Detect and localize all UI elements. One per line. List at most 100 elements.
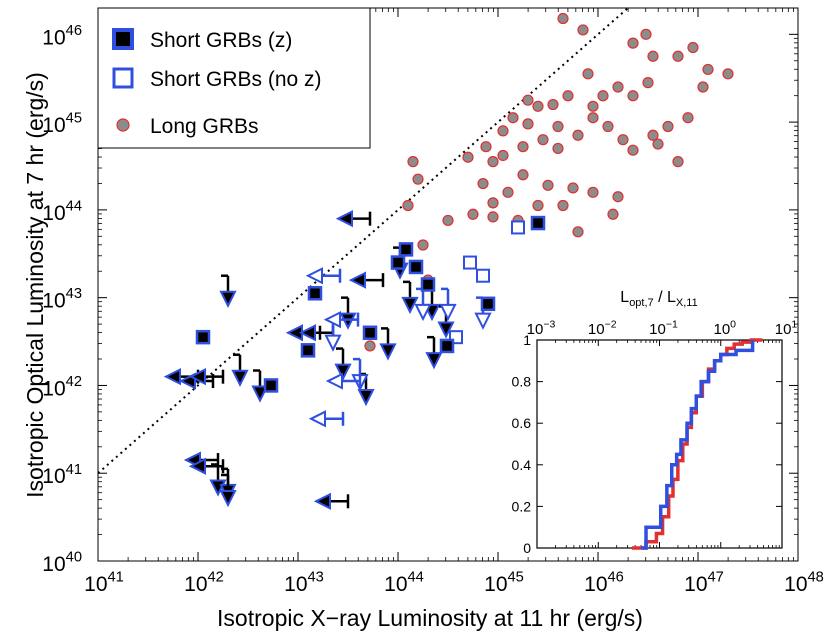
short-grb-cdf-line: [641, 340, 755, 550]
y-tick-label: 1045: [42, 111, 82, 137]
short-z-upper-limit-arrow: [425, 352, 443, 370]
inset-x-tick-label: 100: [713, 318, 736, 338]
short-noz-upper-limit-arrow: [439, 303, 457, 322]
inset-x-tick-label: 10−2: [588, 318, 617, 338]
long-grb-point: [587, 112, 599, 124]
long-grb-point: [502, 186, 514, 198]
long-grb-point: [702, 63, 714, 76]
long-grb-point: [552, 120, 564, 133]
long-grb-point: [722, 68, 734, 80]
short-z-upper-limit-arrow: [219, 290, 237, 308]
long-grb-point: [697, 81, 709, 93]
short-grb-noz-point: [511, 220, 525, 235]
short-grb-z-point: [390, 255, 406, 270]
short-noz-upper-limit-arrow: [474, 312, 492, 330]
long-grb-point: [487, 211, 499, 223]
long-grb-point: [627, 144, 639, 156]
short-z-left-limit-arrow: [298, 324, 316, 342]
long-grb-points: [364, 12, 734, 352]
inset-axis-ticks: [536, 339, 783, 549]
inset-y-tick-label: 0.2: [512, 498, 532, 514]
short-grb-z-point: [439, 338, 455, 354]
legend-marker-short-z: [112, 28, 134, 50]
short-grb-noz-point: [476, 268, 490, 283]
inset-cdf-plot: Lopt,7 / LX,11 10−3 10−2 10−1 100 101 0 0.2 0.…: [512, 289, 798, 556]
upper-limit-markers: [163, 210, 492, 510]
legend-entry-short-noz: Short GRBs (no z): [150, 68, 322, 91]
long-grb-point: [562, 90, 574, 102]
inset-x-tick-label: 10−3: [527, 318, 556, 338]
short-noz-upper-limit-arrow: [324, 334, 342, 352]
short-grb-z-point: [362, 325, 378, 341]
long-grb-point: [647, 50, 659, 62]
inset-y-tick-label: 0.4: [512, 457, 532, 473]
y-axis-tick-labels: 1040 1041 1042 1043 1044 1045 1046: [42, 23, 82, 576]
short-z-upper-limit-arrow: [231, 369, 249, 387]
short-grb-noz-point: [463, 255, 477, 270]
long-grb-point: [480, 141, 492, 153]
short-noz-left-limit-arrow: [323, 310, 341, 329]
long-grb-point: [627, 37, 639, 49]
long-grb-point: [442, 214, 454, 227]
long-grb-point: [577, 24, 589, 36]
long-grb-point: [612, 191, 624, 203]
x-tick-label: 1047: [684, 570, 724, 596]
long-grb-point: [640, 28, 652, 40]
legend-box: [97, 7, 371, 149]
x-tick-label: 1043: [284, 570, 324, 596]
long-grb-point: [557, 12, 569, 25]
short-z-upper-limit-arrow: [437, 321, 455, 339]
long-grb-point: [552, 142, 564, 155]
long-grb-point: [672, 50, 684, 62]
inset-y-tick-label: 1: [523, 332, 531, 348]
x-tick-label: 1042: [184, 570, 224, 596]
long-grb-point: [517, 141, 529, 153]
long-grb-point: [557, 199, 569, 212]
long-grb-point: [487, 156, 499, 168]
long-grb-point: [642, 77, 654, 89]
long-grb-point: [687, 41, 699, 54]
long-grb-point: [602, 120, 614, 133]
short-z-left-limit-arrow: [335, 210, 353, 228]
long-grb-point: [547, 98, 559, 111]
x-tick-label: 1044: [384, 570, 424, 596]
long-grb-point: [412, 173, 424, 185]
y-tick-label: 1040: [42, 550, 82, 576]
long-grb-point: [612, 81, 624, 93]
inset-x-tick-label: 10−1: [649, 318, 678, 338]
long-grb-point: [522, 118, 534, 130]
short-grb-z-point: [195, 329, 211, 345]
short-noz-left-limit-arrow: [305, 267, 323, 285]
long-grb-point: [402, 199, 414, 212]
long-grb-point: [417, 239, 429, 251]
y-tick-label: 1042: [42, 374, 82, 400]
y-axis-label: Isotropic Optical Luminosity at 7 hr (er…: [22, 72, 48, 498]
long-grb-cdf-line: [631, 338, 763, 550]
long-grb-point: [597, 90, 609, 102]
long-grb-point: [567, 182, 579, 194]
x-tick-label: 1041: [84, 570, 124, 596]
short-noz-upper-limit-arrow: [414, 303, 432, 322]
long-grb-point: [532, 199, 544, 212]
long-grb-point: [682, 112, 694, 124]
short-grb-z-point: [300, 343, 316, 358]
long-grb-point: [537, 134, 549, 146]
x-tick-label: 1045: [484, 570, 524, 596]
y-tick-label: 1043: [42, 286, 82, 312]
short-z-upper-limit-arrow: [219, 489, 237, 508]
long-grb-point: [627, 90, 639, 102]
long-grb-point: [542, 179, 554, 191]
long-grb-point: [487, 197, 499, 209]
long-grb-point: [572, 129, 584, 141]
short-z-left-limit-arrow: [188, 368, 206, 386]
legend: Short GRBs (z) Short GRBs (no z) Long GR…: [97, 7, 371, 149]
inset-y-tick-label: 0: [523, 540, 531, 556]
long-grb-point: [587, 186, 599, 198]
long-grb-point: [407, 156, 419, 168]
legend-entry-short-z: Short GRBs (z): [150, 29, 292, 52]
legend-entry-long: Long GRBs: [150, 115, 259, 138]
x-axis-tick-labels: 1041 1042 1043 1044 1045 1046 1047 1048: [84, 570, 824, 596]
inset-x-tick-labels: 10−3 10−2 10−1 100 101: [527, 318, 798, 338]
long-grb-point: [647, 129, 659, 141]
